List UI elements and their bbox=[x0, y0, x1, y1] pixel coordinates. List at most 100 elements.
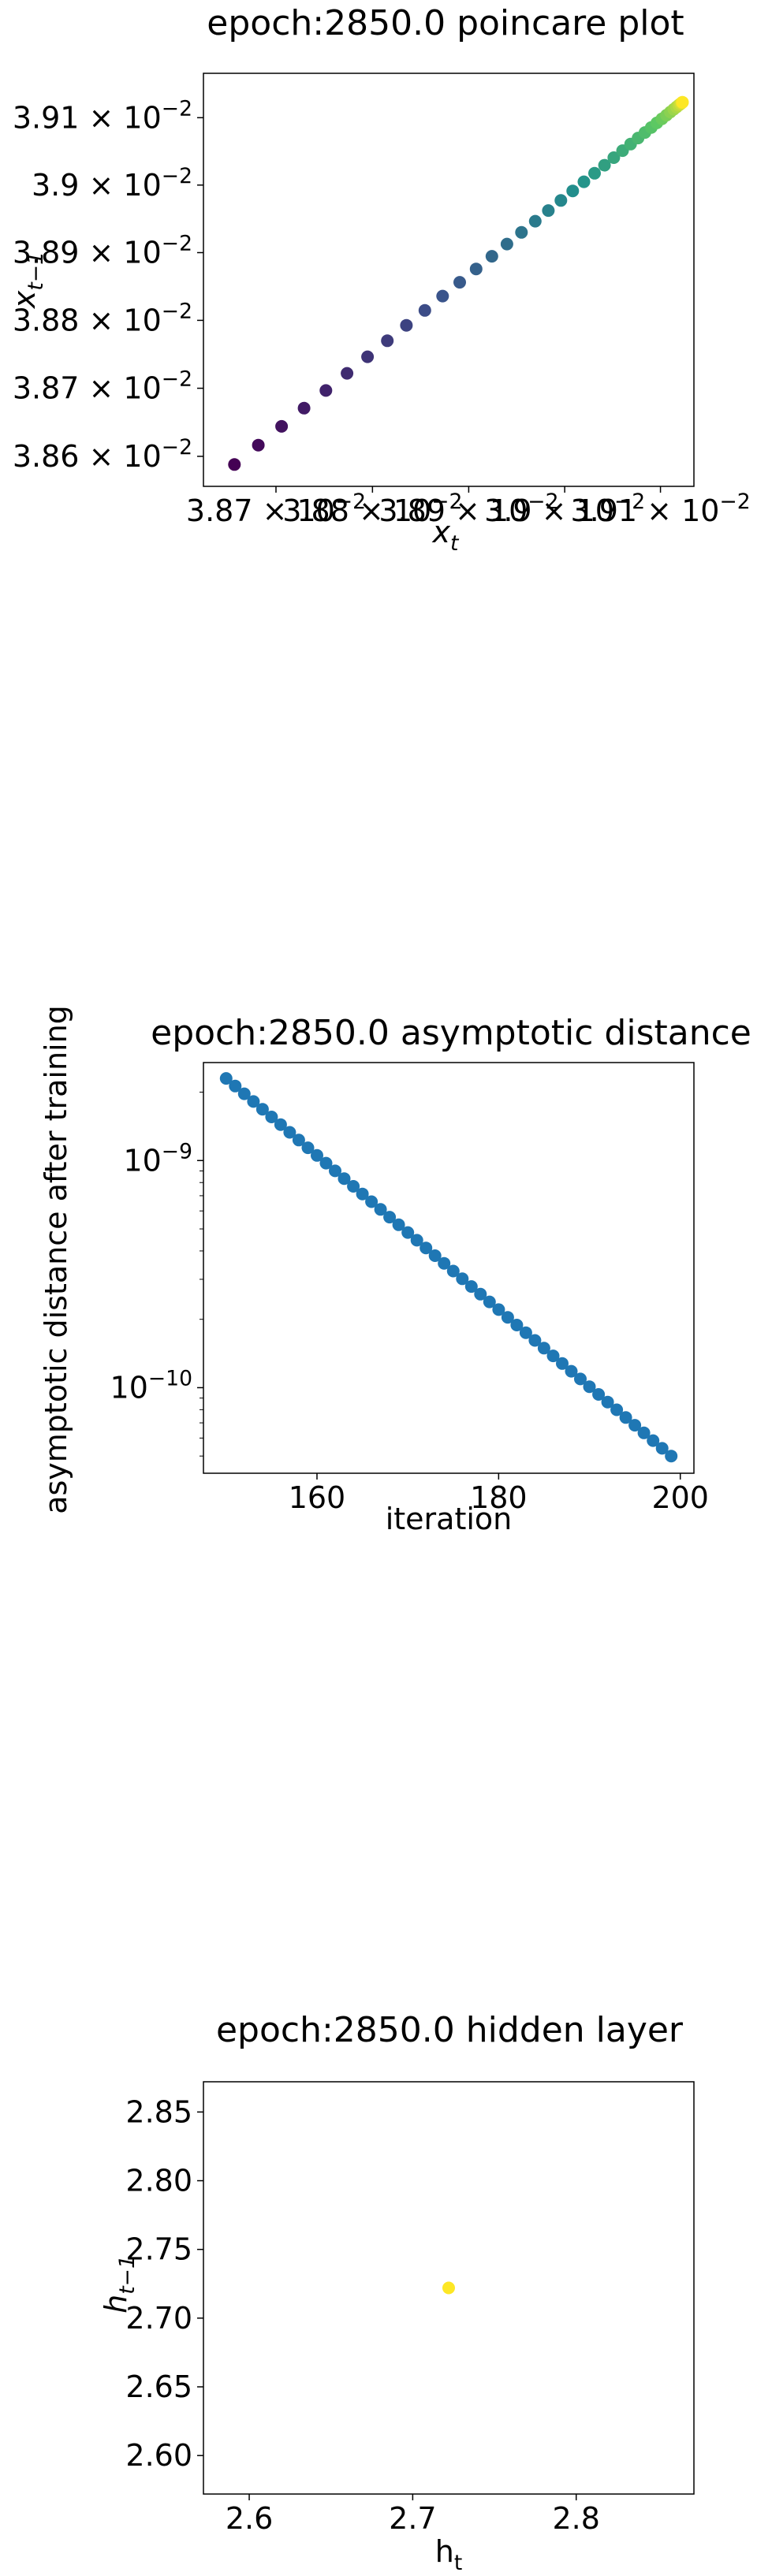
data-point bbox=[492, 1303, 505, 1316]
x-tick-label: 3.9 × 10−2 bbox=[484, 490, 645, 528]
data-point bbox=[265, 1111, 278, 1123]
data-point bbox=[446, 1264, 460, 1278]
data-point bbox=[237, 1087, 251, 1100]
data-point bbox=[274, 1118, 287, 1131]
data-point bbox=[519, 1326, 532, 1339]
x-tick-label: 3.87 × 10−2 bbox=[186, 490, 366, 528]
y-tick-label: 3.87 × 10−2 bbox=[13, 367, 192, 406]
x-tick-label: 3.91 × 10−2 bbox=[570, 490, 750, 528]
data-point bbox=[574, 1372, 587, 1386]
y-tick-label: 10−10 bbox=[110, 1366, 192, 1405]
data-point bbox=[607, 151, 621, 164]
data-point bbox=[311, 1148, 323, 1162]
data-point bbox=[420, 1241, 433, 1255]
data-point bbox=[619, 1411, 632, 1424]
data-point bbox=[319, 1156, 333, 1170]
data-point bbox=[637, 1426, 651, 1439]
data-point bbox=[347, 1180, 360, 1193]
data-point bbox=[566, 184, 580, 198]
y-tick-label: 2.60 bbox=[125, 2438, 192, 2473]
data-point bbox=[392, 1218, 405, 1231]
data-point bbox=[598, 158, 611, 172]
data-point bbox=[464, 1280, 478, 1294]
data-point bbox=[610, 1403, 624, 1416]
y-tick-label: 3.91 × 10−2 bbox=[13, 96, 192, 135]
data-point bbox=[219, 1072, 233, 1085]
data-point bbox=[469, 262, 483, 276]
data-point bbox=[565, 1364, 578, 1378]
data-point bbox=[228, 458, 241, 471]
chart-title: epoch:2850.0 poincare plot bbox=[207, 3, 684, 43]
data-point bbox=[515, 225, 528, 239]
data-point bbox=[628, 1419, 642, 1432]
data-point bbox=[483, 1295, 496, 1308]
data-point bbox=[655, 1442, 669, 1455]
data-point bbox=[588, 166, 601, 180]
x-tick-label: 2.6 bbox=[226, 2501, 273, 2536]
y-axis-label: ht−1 bbox=[99, 2255, 140, 2314]
x-tick-label: 160 bbox=[289, 1480, 346, 1515]
chart-title: epoch:2850.0 hidden layer bbox=[216, 2010, 684, 2050]
y-tick-label: 2.70 bbox=[125, 2301, 192, 2336]
hidden-layer-plot: epoch:2850.0 hidden layer 2.6 2.7 2.8 2.60 2.… bbox=[99, 2010, 684, 2575]
data-point bbox=[556, 1357, 569, 1370]
data-point bbox=[456, 1272, 469, 1286]
y-axis-label: asymptotic distance after training bbox=[39, 1005, 73, 1514]
x-axis-label: ht bbox=[435, 2534, 463, 2575]
plot-frame bbox=[203, 73, 695, 487]
data-point bbox=[400, 318, 413, 332]
data-point bbox=[485, 250, 498, 263]
data-point bbox=[365, 1195, 378, 1208]
data-point bbox=[418, 303, 431, 317]
data-point bbox=[301, 1141, 315, 1155]
data-point bbox=[275, 419, 289, 433]
y-tick-label: 2.85 bbox=[125, 2094, 192, 2129]
plot-frame bbox=[203, 1062, 695, 1474]
data-point bbox=[292, 1134, 305, 1147]
x-tick-label: 200 bbox=[651, 1480, 709, 1515]
data-point bbox=[542, 204, 555, 218]
y-tick-label: 3.88 × 10−2 bbox=[13, 299, 192, 337]
data-point bbox=[528, 1334, 542, 1347]
data-point bbox=[647, 1434, 660, 1447]
y-tick-label: 3.89 × 10−2 bbox=[13, 231, 192, 270]
y-tick-label: 10−9 bbox=[123, 1139, 192, 1178]
data-point bbox=[356, 1187, 369, 1201]
data-point bbox=[410, 1234, 423, 1247]
data-point bbox=[247, 1095, 260, 1108]
data-point bbox=[601, 1395, 614, 1409]
chart-title: epoch:2850.0 asymptotic distance bbox=[151, 1013, 751, 1053]
data-point bbox=[329, 1164, 341, 1178]
data-point bbox=[583, 1380, 596, 1394]
x-axis-label: iteration bbox=[386, 1502, 513, 1536]
data-point bbox=[510, 1319, 524, 1331]
x-axis-label: xt bbox=[432, 515, 461, 556]
x-tick-label: 2.7 bbox=[389, 2501, 436, 2536]
data-point bbox=[546, 1349, 560, 1363]
data-point bbox=[374, 1203, 387, 1216]
y-tick-label: 2.75 bbox=[125, 2232, 192, 2267]
data-point bbox=[383, 1211, 397, 1224]
data-point bbox=[341, 367, 354, 380]
data-point bbox=[500, 237, 513, 251]
data-point bbox=[255, 1103, 269, 1116]
data-point bbox=[283, 1126, 296, 1139]
data-point bbox=[438, 1256, 451, 1270]
data-point bbox=[319, 384, 333, 397]
x-tick-label: 3.89 × 10−2 bbox=[378, 490, 558, 528]
y-tick-label: 2.80 bbox=[125, 2164, 192, 2198]
y-tick-label: 3.9 × 10−2 bbox=[32, 164, 192, 203]
data-point bbox=[252, 438, 265, 452]
data-point bbox=[592, 1388, 606, 1401]
data-point bbox=[381, 334, 394, 348]
data-point bbox=[676, 95, 689, 109]
data-point bbox=[501, 1311, 514, 1324]
data-point bbox=[229, 1079, 242, 1093]
data-point bbox=[528, 214, 542, 228]
data-point bbox=[361, 350, 375, 363]
data-point bbox=[442, 2281, 455, 2295]
y-tick-label: 3.86 × 10−2 bbox=[13, 435, 192, 474]
y-tick-label: 2.65 bbox=[125, 2369, 192, 2404]
data-point bbox=[337, 1172, 351, 1186]
